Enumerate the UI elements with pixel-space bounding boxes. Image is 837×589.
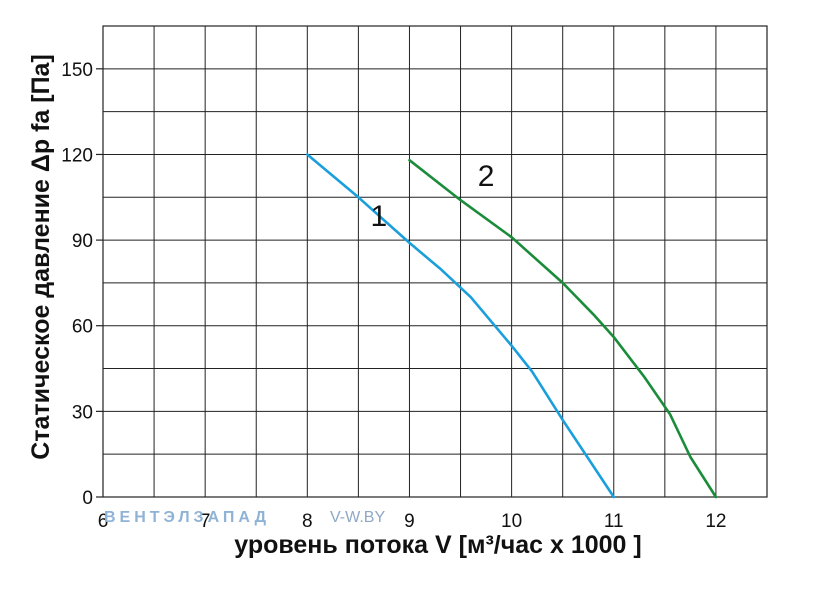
- y-tick-label: 120: [61, 145, 93, 166]
- series-label-1: 1: [370, 200, 387, 233]
- y-tick-label: 150: [61, 60, 93, 81]
- plot-frame: [102, 25, 768, 498]
- curve-labels: 12: [370, 160, 494, 233]
- x-tick-label: 9: [404, 511, 415, 532]
- x-axis-title: уровень потока V [м³/час x 1000 ]: [234, 531, 641, 559]
- y-axis-title: Статическое давление Δp fa [Па]: [27, 54, 55, 460]
- y-tick-label: 60: [72, 317, 93, 338]
- x-tick-label: 6: [98, 511, 109, 532]
- series-line-2: [408, 158, 718, 499]
- x-tick-label: 11: [604, 511, 624, 532]
- watermark-url: V-W.BY: [330, 509, 385, 526]
- x-tick-label: 10: [501, 511, 522, 532]
- y-tick-label: 0: [82, 488, 93, 509]
- series-layer: [305, 153, 718, 499]
- grid: [102, 25, 768, 498]
- x-tick-label: 7: [200, 511, 211, 532]
- series-line-1: [305, 153, 616, 499]
- series-label-2: 2: [478, 160, 495, 193]
- watermark-brand: ВЕНТЭЛЗАПАД: [104, 509, 270, 526]
- x-tick-label: 12: [705, 511, 726, 532]
- y-tick-label: 30: [72, 402, 93, 423]
- watermark: ВЕНТЭЛЗАПАД V-W.BY: [104, 509, 385, 526]
- x-tick-label: 8: [302, 511, 313, 532]
- y-tick-label: 90: [72, 231, 93, 252]
